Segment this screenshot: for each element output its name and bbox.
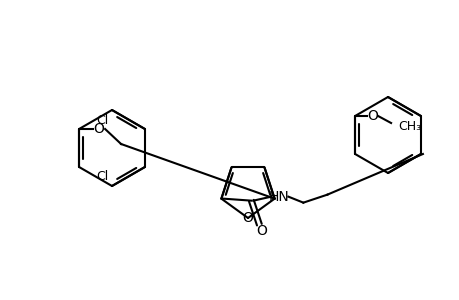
- Text: O: O: [255, 224, 266, 238]
- Text: O: O: [367, 109, 378, 123]
- Text: Cl: Cl: [95, 169, 108, 182]
- Text: Cl: Cl: [95, 113, 108, 127]
- Text: O: O: [94, 122, 104, 136]
- Text: CH₃: CH₃: [397, 119, 420, 133]
- Text: HN: HN: [269, 190, 289, 204]
- Text: O: O: [242, 211, 253, 225]
